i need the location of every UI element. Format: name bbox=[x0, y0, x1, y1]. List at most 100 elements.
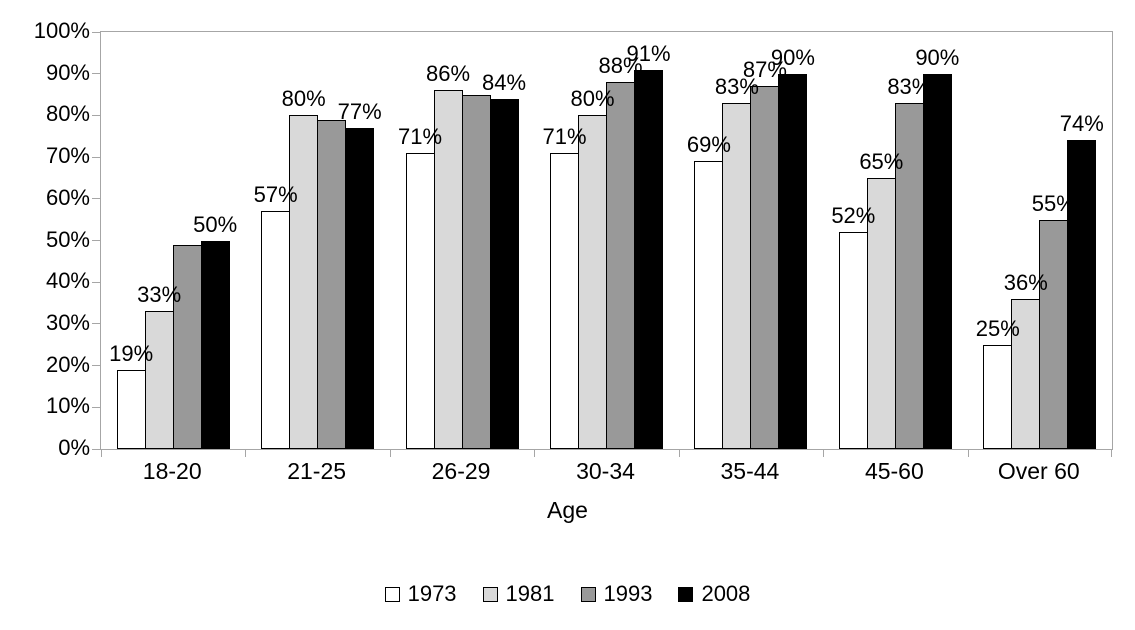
y-axis-tick bbox=[92, 31, 100, 33]
x-axis-tick bbox=[534, 450, 536, 457]
bar-value-label: 69% bbox=[686, 132, 731, 158]
bar-value-label: 36% bbox=[1003, 269, 1048, 295]
bar-value-label: 52% bbox=[831, 203, 876, 229]
x-axis-category-label: 30-34 bbox=[576, 458, 635, 484]
bar-value-label: 71% bbox=[398, 123, 443, 149]
bar-1973-18-20 bbox=[116, 369, 146, 449]
bar-2008-30-34 bbox=[634, 69, 663, 449]
y-axis-tick bbox=[92, 365, 100, 367]
y-axis-tick-label: 50% bbox=[45, 226, 90, 252]
bar-1973-35-44 bbox=[694, 161, 724, 449]
x-axis-tick bbox=[245, 450, 247, 457]
y-axis-tick-label: 0% bbox=[58, 435, 90, 460]
legend-label: 2008 bbox=[701, 581, 751, 606]
bar-1981-35-44 bbox=[722, 102, 752, 449]
x-axis-tick bbox=[1111, 450, 1112, 457]
bar-1973-30-34 bbox=[550, 152, 579, 449]
bar-value-label: 55% bbox=[1031, 190, 1076, 216]
bar-1981-26-29 bbox=[433, 90, 463, 449]
bar-2008-26-29 bbox=[489, 98, 519, 449]
y-axis-tick-label: 40% bbox=[45, 268, 90, 294]
bar-value-label: 77% bbox=[337, 98, 382, 124]
y-axis-tick-label: 20% bbox=[45, 351, 90, 377]
y-axis-tick-label: 100% bbox=[33, 18, 90, 43]
legend-swatch-2008 bbox=[678, 586, 694, 602]
bar-value-label: 90% bbox=[770, 44, 815, 70]
legend-item-2008: 2008 bbox=[678, 581, 750, 607]
bar-1993-26-29 bbox=[461, 94, 491, 449]
y-axis-tick-label: 10% bbox=[45, 393, 90, 419]
x-axis-category-label: 21-25 bbox=[287, 458, 347, 484]
y-axis-tick-label: 90% bbox=[45, 59, 90, 85]
bar-1981-21-25 bbox=[289, 115, 319, 449]
bar-value-label: 50% bbox=[193, 211, 238, 237]
bar-value-label: 83% bbox=[714, 73, 759, 99]
bar-1981-30-34 bbox=[578, 115, 607, 449]
bar-1993-30-34 bbox=[606, 82, 635, 449]
bar-1993-18-20 bbox=[172, 244, 202, 449]
bar-1973-21-25 bbox=[261, 211, 291, 449]
y-axis-tick bbox=[92, 448, 100, 450]
bar-value-label: 90% bbox=[915, 44, 960, 70]
bar-value-label: 80% bbox=[281, 86, 326, 112]
bar-1973-Over 60 bbox=[983, 344, 1013, 449]
legend-swatch-1973 bbox=[384, 586, 400, 602]
x-axis-tick bbox=[678, 450, 680, 457]
x-axis-category-label: 35-44 bbox=[720, 458, 780, 484]
bar-1993-Over 60 bbox=[1039, 219, 1069, 449]
y-axis-tick bbox=[92, 73, 100, 75]
legend-swatch-1981 bbox=[482, 586, 498, 602]
bar-value-label: 88% bbox=[598, 53, 643, 79]
y-axis-tick bbox=[92, 240, 100, 241]
y-axis-tick bbox=[92, 156, 100, 158]
bar-value-label: 83% bbox=[887, 73, 932, 99]
x-axis-title: Age bbox=[547, 497, 588, 523]
bar-1993-21-25 bbox=[317, 119, 347, 449]
bar-value-label: 65% bbox=[859, 148, 904, 174]
legend-item-1981: 1981 bbox=[482, 581, 555, 607]
y-axis-tick bbox=[92, 323, 100, 325]
legend-swatch-1993 bbox=[580, 586, 596, 602]
bar-value-label: 25% bbox=[975, 315, 1020, 341]
y-axis-tick bbox=[92, 198, 100, 200]
y-axis-tick bbox=[92, 281, 100, 283]
bar-value-label: 80% bbox=[570, 86, 615, 112]
y-axis-tick-label: 30% bbox=[45, 309, 90, 335]
y-axis-tick bbox=[92, 114, 100, 116]
bar-value-label: 87% bbox=[742, 57, 787, 83]
bar-2008-18-20 bbox=[200, 240, 230, 449]
bar-1973-26-29 bbox=[405, 152, 435, 449]
bar-1993-35-44 bbox=[750, 86, 780, 449]
bar-value-label: 74% bbox=[1059, 111, 1104, 137]
bar-value-label: 71% bbox=[542, 123, 587, 149]
y-axis-tick-label: 60% bbox=[45, 184, 90, 210]
bar-value-label: 86% bbox=[426, 61, 471, 87]
bar-1981-18-20 bbox=[144, 311, 174, 449]
legend: 1973 1981 1993 2008 bbox=[0, 581, 1135, 607]
legend-label: 1993 bbox=[603, 581, 653, 606]
bar-2008-45-60 bbox=[922, 73, 952, 449]
bar-1973-45-60 bbox=[838, 232, 868, 449]
x-axis-tick bbox=[823, 450, 825, 457]
bar-value-label: 84% bbox=[482, 69, 527, 95]
x-axis-tick bbox=[389, 450, 391, 457]
bar-value-label: 57% bbox=[253, 182, 298, 208]
bar-2008-21-25 bbox=[345, 127, 375, 449]
legend-item-1973: 1973 bbox=[384, 581, 457, 607]
legend-label: 1973 bbox=[407, 581, 457, 606]
bar-value-label: 19% bbox=[109, 340, 154, 366]
y-axis-tick-label: 70% bbox=[45, 143, 90, 169]
bar-value-label: 91% bbox=[626, 40, 671, 66]
bar-2008-Over 60 bbox=[1067, 140, 1097, 449]
y-axis-tick bbox=[92, 406, 100, 408]
x-axis-tick bbox=[101, 450, 102, 457]
x-axis-category-label: Over 60 bbox=[997, 458, 1080, 484]
x-axis-category-label: 26-29 bbox=[431, 458, 491, 484]
x-axis-category-label: 18-20 bbox=[142, 458, 202, 484]
legend-item-1993: 1993 bbox=[580, 581, 653, 607]
bar-1981-Over 60 bbox=[1011, 298, 1041, 449]
bar-value-label: 33% bbox=[137, 282, 182, 308]
legend-label: 1981 bbox=[505, 581, 555, 606]
x-axis-tick bbox=[967, 450, 969, 457]
